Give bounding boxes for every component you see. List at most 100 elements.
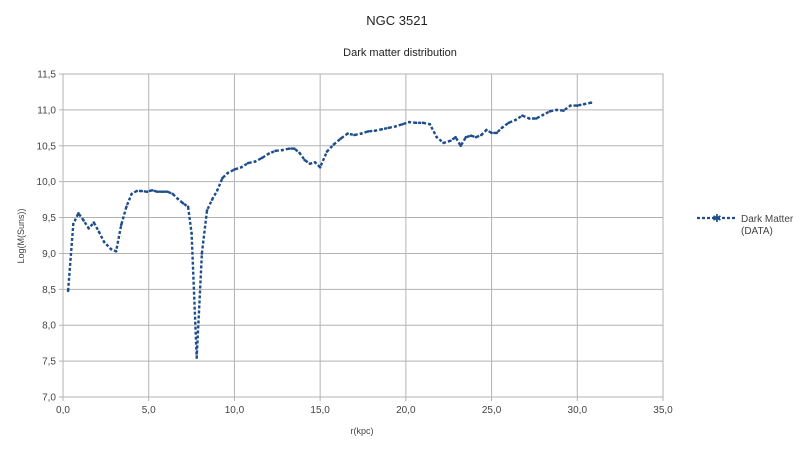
data-point <box>474 135 478 139</box>
data-point <box>407 120 411 124</box>
data-point <box>449 139 452 143</box>
data-point <box>464 135 468 139</box>
series-dark-matter <box>66 101 593 359</box>
data-point <box>186 205 190 209</box>
legend-label: Dark Matter (DATA) <box>741 214 794 237</box>
chart-subtitle: Dark matter distribution <box>343 47 457 59</box>
data-point <box>190 232 193 235</box>
data-point <box>92 221 96 224</box>
data-point <box>332 143 336 146</box>
data-point <box>166 190 169 194</box>
x-tick-label: 10,0 <box>225 405 245 416</box>
y-tick-label: 10,5 <box>37 141 57 152</box>
data-point <box>534 117 538 120</box>
legend: ✱ Dark Matter (DATA) <box>697 213 794 237</box>
data-point <box>293 147 296 150</box>
data-point <box>287 147 291 150</box>
data-point <box>281 148 284 152</box>
data-point <box>226 171 229 175</box>
data-point <box>253 160 257 163</box>
data-point <box>521 114 524 117</box>
data-point <box>401 122 404 126</box>
data-point <box>274 149 277 153</box>
data-point <box>298 151 301 155</box>
x-tick-label: 35,0 <box>653 405 673 416</box>
data-point <box>589 101 593 105</box>
data-point <box>394 125 397 128</box>
data-point <box>548 110 552 113</box>
data-point <box>387 126 391 130</box>
x-tick-label: 15,0 <box>310 405 330 416</box>
legend-marker: ✱ <box>712 213 721 225</box>
data-point <box>210 198 214 201</box>
data-point <box>181 201 185 205</box>
data-point <box>380 127 384 131</box>
gridlines <box>62 73 664 398</box>
y-tick-label: 11,0 <box>37 105 56 116</box>
chart-title: NGC 3521 <box>366 13 427 28</box>
y-axis-label: Log(M(Suns)) <box>16 208 26 263</box>
data-point <box>454 135 457 139</box>
data-point <box>130 192 133 196</box>
data-point <box>303 158 307 162</box>
data-point <box>479 133 483 137</box>
y-tick-label: 11,5 <box>37 70 56 81</box>
data-point <box>575 104 579 107</box>
data-point <box>140 189 144 193</box>
data-point <box>469 134 473 138</box>
data-point <box>233 168 236 171</box>
x-tick-label: 0,0 <box>56 405 70 416</box>
data-point <box>308 162 312 166</box>
data-point <box>507 121 511 125</box>
data-point <box>97 230 101 234</box>
y-tick-label: 10,0 <box>37 177 57 188</box>
y-axis-ticks: 7,0 7,5 8,0 8,5 9,0 9,5 10,0 10,5 11,0 11,5 <box>37 70 63 404</box>
data-point <box>239 166 243 169</box>
data-point <box>171 192 175 196</box>
data-point <box>102 240 106 244</box>
data-point <box>366 130 370 133</box>
x-tick-label: 5,0 <box>142 405 156 416</box>
y-tick-label: 7,0 <box>42 393 56 404</box>
data-point <box>155 190 159 194</box>
data-point <box>459 144 463 148</box>
data-point <box>150 188 154 192</box>
data-point <box>339 137 343 140</box>
data-point <box>145 190 149 194</box>
data-point <box>66 289 70 293</box>
data-point <box>582 102 586 106</box>
data-point <box>109 247 113 251</box>
y-tick-label: 7,5 <box>42 357 56 368</box>
data-point <box>205 209 209 212</box>
data-point <box>161 190 164 194</box>
y-tick-label: 9,5 <box>42 213 56 224</box>
x-tick-label: 25,0 <box>482 405 502 416</box>
data-point <box>246 161 250 165</box>
data-point <box>82 219 85 222</box>
data-point <box>541 113 545 117</box>
data-point <box>527 117 531 120</box>
data-point <box>442 141 445 145</box>
data-point <box>87 227 91 230</box>
y-tick-label: 9,0 <box>42 249 56 260</box>
data-point <box>435 135 439 139</box>
series-line <box>66 101 592 359</box>
data-point <box>485 128 488 132</box>
data-point <box>421 121 425 125</box>
data-point <box>414 121 418 125</box>
data-point <box>569 104 572 107</box>
data-point <box>71 222 75 226</box>
data-point <box>260 156 264 160</box>
data-point <box>195 356 199 359</box>
data-point <box>135 189 139 193</box>
x-axis-label: r(kpc) <box>351 426 374 436</box>
data-point <box>495 131 499 135</box>
data-point <box>318 166 322 169</box>
data-point <box>313 160 317 164</box>
data-point <box>200 252 204 255</box>
x-tick-label: 30,0 <box>568 405 588 416</box>
data-point <box>114 249 118 253</box>
data-point <box>119 223 123 227</box>
data-point <box>221 176 224 180</box>
